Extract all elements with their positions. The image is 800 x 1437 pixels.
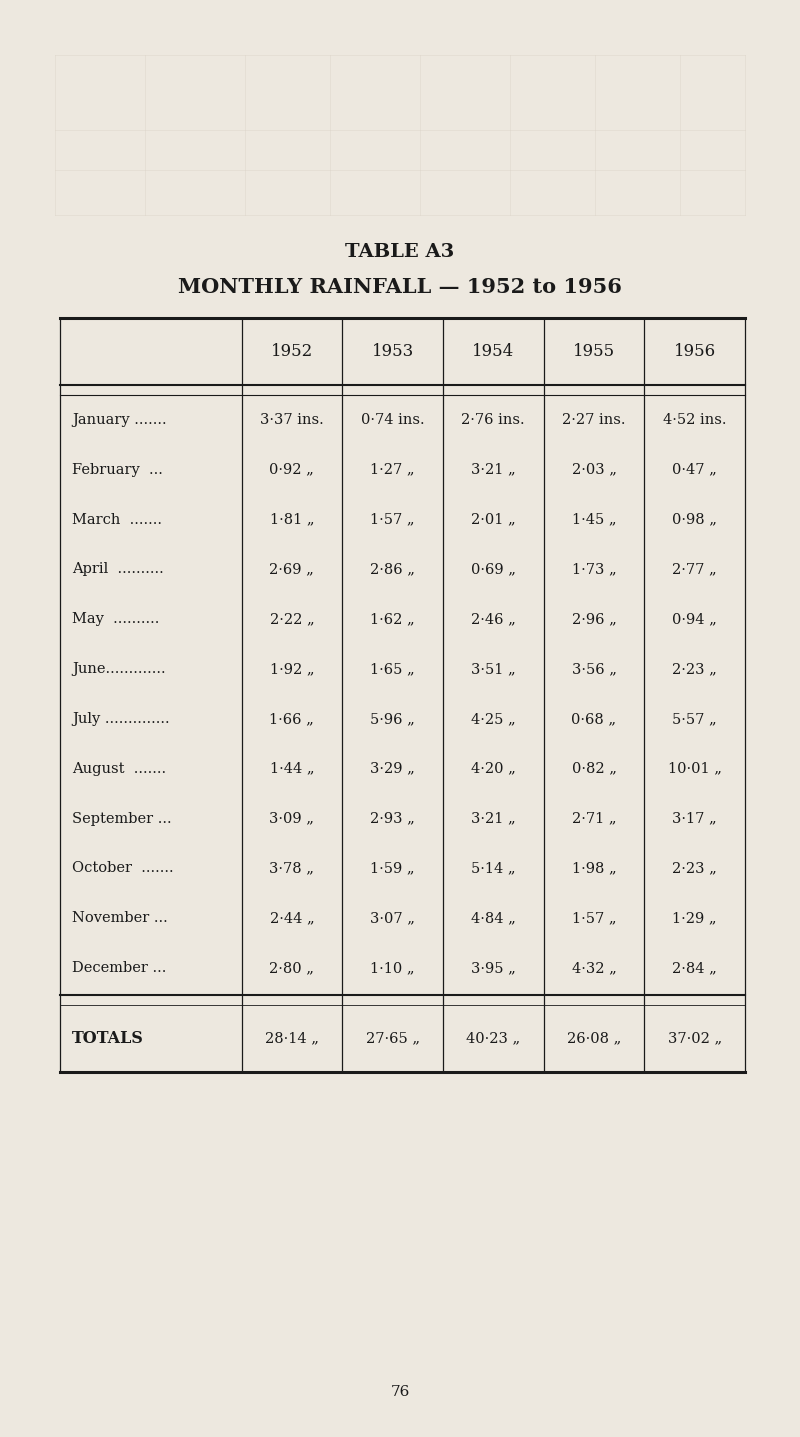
- Text: 1·98 „: 1·98 „: [572, 861, 616, 875]
- Text: 1·92 „: 1·92 „: [270, 662, 314, 675]
- Text: 2·23 „: 2·23 „: [672, 861, 717, 875]
- Text: 1952: 1952: [270, 343, 313, 361]
- Text: 1956: 1956: [674, 343, 716, 361]
- Text: 1·10 „: 1·10 „: [370, 961, 415, 976]
- Text: 3·51 „: 3·51 „: [471, 662, 515, 675]
- Text: 0·82 „: 0·82 „: [571, 762, 616, 776]
- Text: 1·44 „: 1·44 „: [270, 762, 314, 776]
- Text: 2·84 „: 2·84 „: [672, 961, 717, 976]
- Text: 2·22 „: 2·22 „: [270, 612, 314, 627]
- Text: January .......: January .......: [72, 412, 166, 427]
- Text: 3·07 „: 3·07 „: [370, 911, 415, 925]
- Text: 2·80 „: 2·80 „: [270, 961, 314, 976]
- Text: 2·86 „: 2·86 „: [370, 562, 415, 576]
- Text: 3·17 „: 3·17 „: [672, 812, 717, 826]
- Text: April  ..........: April ..........: [72, 562, 164, 576]
- Text: 1·45 „: 1·45 „: [572, 513, 616, 526]
- Text: 2·69 „: 2·69 „: [270, 562, 314, 576]
- Text: 2·96 „: 2·96 „: [571, 612, 616, 627]
- Text: March  .......: March .......: [72, 513, 162, 526]
- Text: August  .......: August .......: [72, 762, 166, 776]
- Text: 2·01 „: 2·01 „: [471, 513, 515, 526]
- Text: 10·01 „: 10·01 „: [668, 762, 722, 776]
- Text: 1953: 1953: [371, 343, 414, 361]
- Text: 5·57 „: 5·57 „: [672, 711, 717, 726]
- Text: 1·81 „: 1·81 „: [270, 513, 314, 526]
- Text: 0·47 „: 0·47 „: [672, 463, 717, 477]
- Text: February  ...: February ...: [72, 463, 163, 477]
- Text: 1954: 1954: [472, 343, 514, 361]
- Text: 3·21 „: 3·21 „: [471, 463, 515, 477]
- Text: 0·98 „: 0·98 „: [672, 513, 717, 526]
- Text: 3·37 ins.: 3·37 ins.: [260, 412, 324, 427]
- Text: 37·02 „: 37·02 „: [667, 1032, 722, 1046]
- Text: TABLE A3: TABLE A3: [346, 243, 454, 262]
- Text: 28·14 „: 28·14 „: [265, 1032, 319, 1046]
- Text: 0·69 „: 0·69 „: [471, 562, 516, 576]
- Text: 26·08 „: 26·08 „: [567, 1032, 621, 1046]
- Text: 4·20 „: 4·20 „: [471, 762, 516, 776]
- Text: 2·76 ins.: 2·76 ins.: [462, 412, 525, 427]
- Text: 3·09 „: 3·09 „: [270, 812, 314, 826]
- Text: May  ..........: May ..........: [72, 612, 159, 627]
- Text: 0·94 „: 0·94 „: [672, 612, 717, 627]
- Text: 76: 76: [390, 1385, 410, 1400]
- Text: 27·65 „: 27·65 „: [366, 1032, 419, 1046]
- Text: 1·27 „: 1·27 „: [370, 463, 415, 477]
- Text: 1·59 „: 1·59 „: [370, 861, 415, 875]
- Text: 2·93 „: 2·93 „: [370, 812, 415, 826]
- Text: 3·56 „: 3·56 „: [571, 662, 616, 675]
- Text: 0·68 „: 0·68 „: [571, 711, 617, 726]
- Text: 1·57 „: 1·57 „: [370, 513, 415, 526]
- Text: 1·62 „: 1·62 „: [370, 612, 415, 627]
- Text: 4·52 ins.: 4·52 ins.: [663, 412, 726, 427]
- Text: 2·23 „: 2·23 „: [672, 662, 717, 675]
- Text: 2·77 „: 2·77 „: [672, 562, 717, 576]
- Text: 40·23 „: 40·23 „: [466, 1032, 520, 1046]
- Text: July ..............: July ..............: [72, 711, 170, 726]
- Text: September ...: September ...: [72, 812, 172, 826]
- Text: December ...: December ...: [72, 961, 166, 976]
- Text: 5·14 „: 5·14 „: [471, 861, 515, 875]
- Text: 4·84 „: 4·84 „: [471, 911, 516, 925]
- Text: 1·66 „: 1·66 „: [270, 711, 314, 726]
- Text: TOTALS: TOTALS: [72, 1030, 144, 1048]
- Text: 1·57 „: 1·57 „: [572, 911, 616, 925]
- Text: October  .......: October .......: [72, 861, 174, 875]
- Text: 3·78 „: 3·78 „: [270, 861, 314, 875]
- Text: 2·27 ins.: 2·27 ins.: [562, 412, 626, 427]
- Text: 1·29 „: 1·29 „: [673, 911, 717, 925]
- Text: 4·25 „: 4·25 „: [471, 711, 515, 726]
- Text: 1·73 „: 1·73 „: [572, 562, 616, 576]
- Text: 3·29 „: 3·29 „: [370, 762, 415, 776]
- Text: MONTHLY RAINFALL — 1952 to 1956: MONTHLY RAINFALL — 1952 to 1956: [178, 277, 622, 297]
- Text: 2·71 „: 2·71 „: [572, 812, 616, 826]
- Text: 2·46 „: 2·46 „: [471, 612, 516, 627]
- Text: 1955: 1955: [573, 343, 615, 361]
- Text: 3·95 „: 3·95 „: [471, 961, 516, 976]
- Text: November ...: November ...: [72, 911, 168, 925]
- Text: 4·32 „: 4·32 „: [571, 961, 616, 976]
- Text: 5·96 „: 5·96 „: [370, 711, 415, 726]
- Text: 0·92 „: 0·92 „: [270, 463, 314, 477]
- Text: 2·44 „: 2·44 „: [270, 911, 314, 925]
- Text: 3·21 „: 3·21 „: [471, 812, 515, 826]
- Text: 2·03 „: 2·03 „: [571, 463, 616, 477]
- Text: 1·65 „: 1·65 „: [370, 662, 415, 675]
- Text: June.............: June.............: [72, 662, 166, 675]
- Text: 0·74 ins.: 0·74 ins.: [361, 412, 424, 427]
